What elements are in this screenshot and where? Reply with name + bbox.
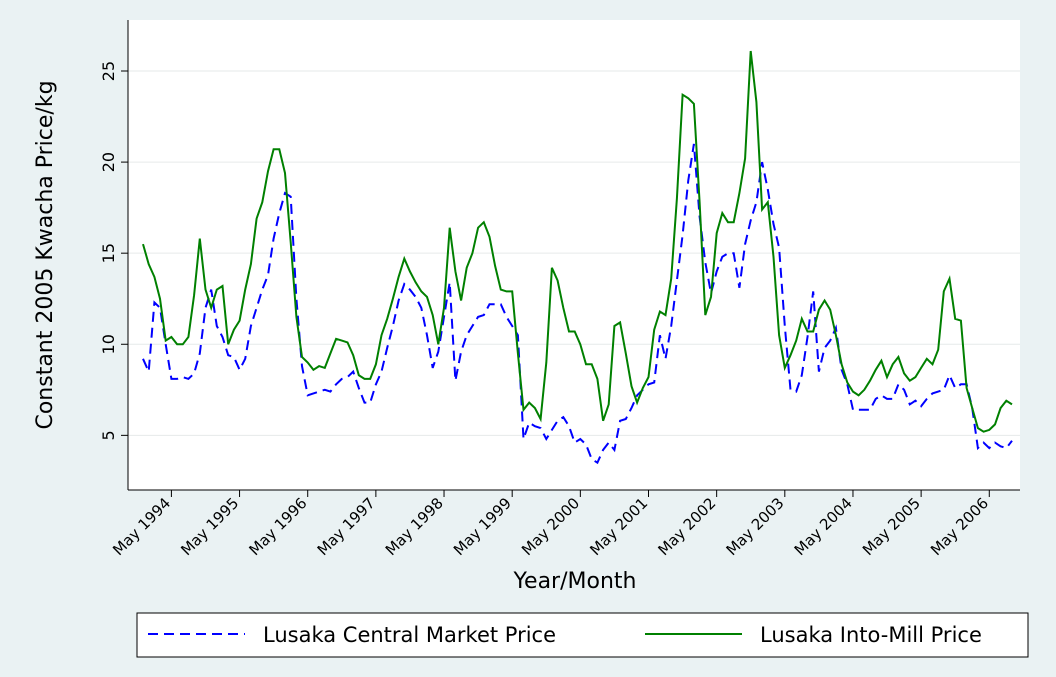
plot-area bbox=[128, 20, 1020, 490]
x-tick-label: May 2000 bbox=[518, 494, 583, 559]
x-axis-title: Year/Month bbox=[513, 569, 637, 594]
x-tick-label: May 1995 bbox=[177, 494, 242, 559]
x-tick-label: May 2002 bbox=[654, 494, 719, 559]
x-tick-label: May 2004 bbox=[791, 494, 856, 559]
x-tick-label: May 1994 bbox=[109, 494, 174, 559]
x-tick-label: May 1996 bbox=[246, 494, 311, 559]
y-tick-label: 10 bbox=[99, 334, 118, 354]
x-tick-label: May 2003 bbox=[723, 494, 788, 559]
x-tick-label: May 2006 bbox=[927, 494, 992, 559]
y-axis-title: Constant 2005 Kwacha Price/kg bbox=[33, 80, 58, 429]
y-tick-label: 15 bbox=[99, 243, 118, 263]
legend-label: Lusaka Central Market Price bbox=[263, 623, 556, 647]
legend-label: Lusaka Into-Mill Price bbox=[760, 623, 982, 647]
y-tick-label: 25 bbox=[99, 61, 118, 81]
x-tick-label: May 2005 bbox=[859, 494, 924, 559]
x-tick-label: May 1999 bbox=[450, 494, 515, 559]
x-tick-label: May 1997 bbox=[314, 494, 379, 559]
x-tick-label: May 2001 bbox=[586, 494, 651, 559]
y-tick-label: 20 bbox=[99, 152, 118, 172]
y-tick-label: 5 bbox=[99, 430, 118, 440]
series-line bbox=[142, 143, 1013, 465]
series-line bbox=[142, 50, 1013, 433]
x-tick-label: May 1998 bbox=[382, 494, 447, 559]
legend bbox=[136, 612, 1029, 658]
